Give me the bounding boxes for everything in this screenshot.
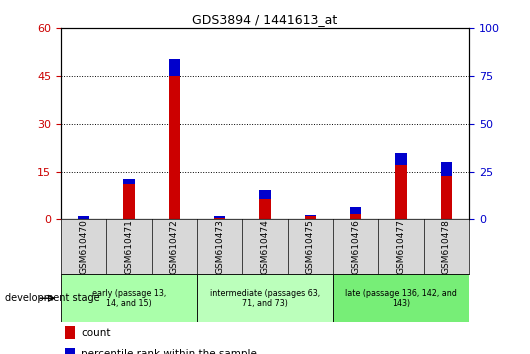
Text: GSM610471: GSM610471	[125, 219, 134, 274]
Bar	[441, 162, 452, 176]
Bar	[441, 176, 452, 219]
Bar	[214, 218, 225, 219]
Text: GSM610470: GSM610470	[79, 219, 88, 274]
Bar	[123, 179, 135, 184]
Text: count: count	[82, 328, 111, 338]
Text: late (passage 136, 142, and
143): late (passage 136, 142, and 143)	[345, 289, 457, 308]
Bar	[305, 216, 316, 219]
Text: early (passage 13,
14, and 15): early (passage 13, 14, and 15)	[92, 289, 166, 308]
Bar	[259, 190, 271, 199]
Bar	[65, 348, 75, 354]
Text: percentile rank within the sample: percentile rank within the sample	[82, 349, 257, 354]
Text: GSM610473: GSM610473	[215, 219, 224, 274]
Text: GSM610474: GSM610474	[261, 219, 269, 274]
Bar	[65, 326, 75, 339]
Title: GDS3894 / 1441613_at: GDS3894 / 1441613_at	[192, 13, 338, 26]
Bar	[123, 184, 135, 219]
Text: GSM610476: GSM610476	[351, 219, 360, 274]
Bar	[395, 165, 407, 219]
Bar	[78, 216, 89, 218]
Bar	[169, 76, 180, 219]
Bar	[395, 153, 407, 165]
Text: intermediate (passages 63,
71, and 73): intermediate (passages 63, 71, and 73)	[210, 289, 320, 308]
Bar	[350, 207, 361, 214]
Bar	[259, 199, 271, 219]
Text: GSM610472: GSM610472	[170, 219, 179, 274]
Text: development stage: development stage	[5, 293, 100, 303]
Bar	[169, 59, 180, 76]
Bar	[214, 216, 225, 218]
Bar	[78, 218, 89, 219]
Text: GSM610477: GSM610477	[396, 219, 405, 274]
Bar	[61, 274, 197, 322]
Bar	[197, 274, 333, 322]
Text: GSM610478: GSM610478	[442, 219, 451, 274]
Bar	[305, 215, 316, 216]
Text: GSM610475: GSM610475	[306, 219, 315, 274]
Bar	[333, 274, 469, 322]
Bar	[350, 214, 361, 219]
